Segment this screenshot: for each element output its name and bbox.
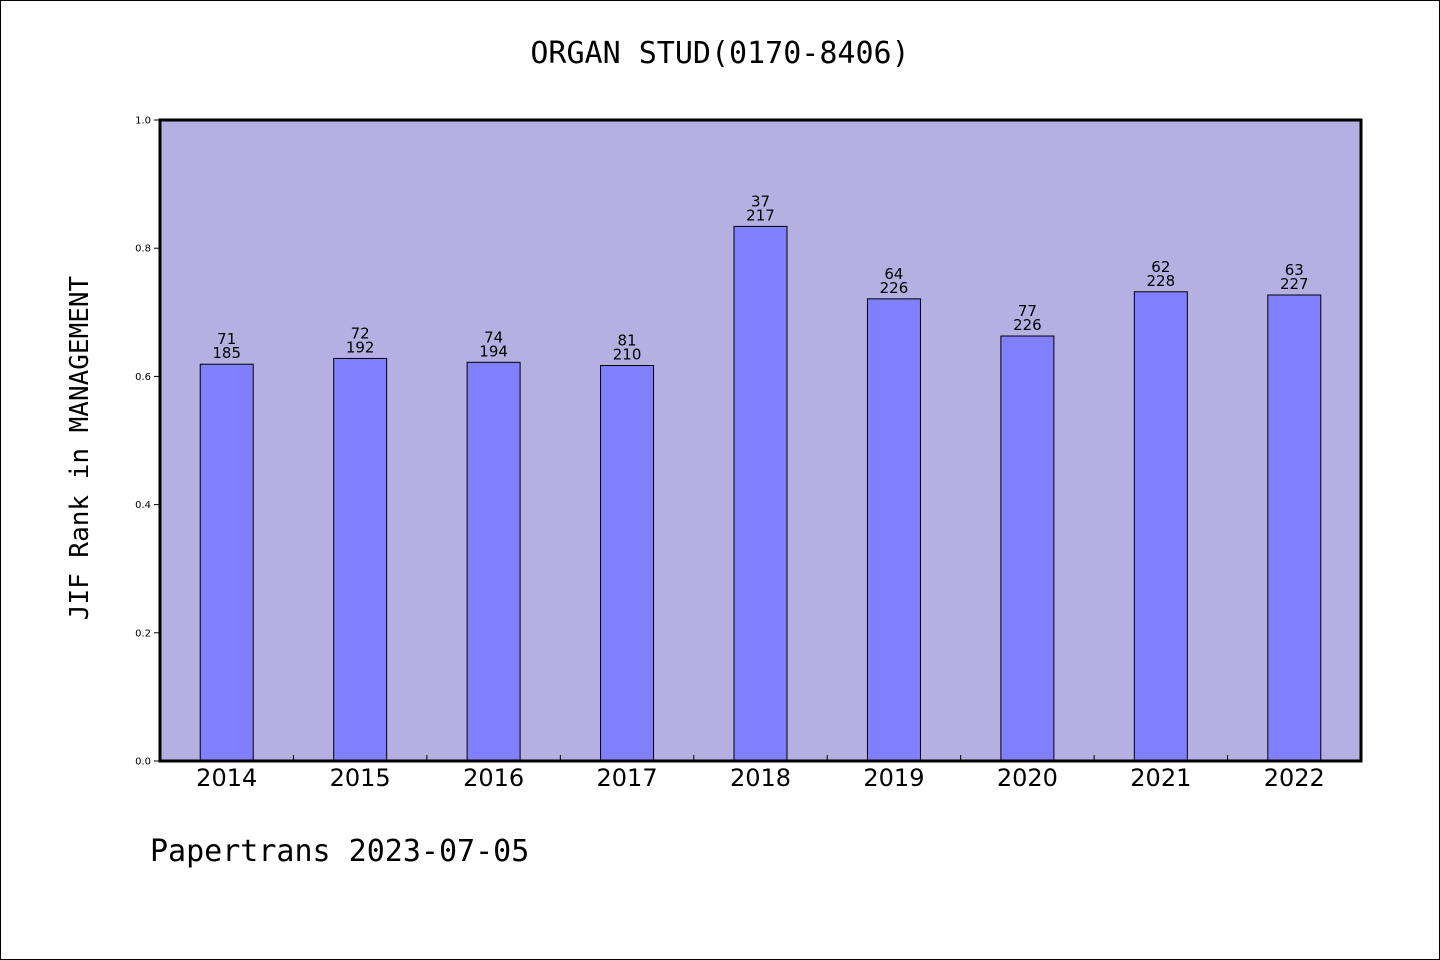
y-axis: 0.0 0.2 0.4 0.6 0.8 1.0 [135, 116, 160, 768]
chart-title: ORGAN STUD(0170-8406) [530, 36, 910, 71]
bar [1133, 291, 1188, 762]
bar-labels: 7118572192741948121037217642267722662228… [212, 192, 1308, 363]
source-footer: Papertrans 2023-07-05 [150, 834, 530, 869]
bar-rank-label: 81 [618, 332, 637, 350]
bar-total-label: 192 [346, 338, 375, 356]
x-tick-label: 2022 [1264, 764, 1325, 792]
bar [733, 225, 788, 762]
bar-rank-label: 72 [351, 324, 370, 342]
bars [199, 225, 1322, 762]
bar [600, 365, 655, 762]
plot-border [158, 118, 1363, 763]
bar [1000, 335, 1055, 762]
bar-total-label: 194 [479, 342, 508, 360]
y-tick-label: 0.0 [135, 757, 151, 768]
x-axis: 2014 2015 2016 2017 2018 2019 2020 2021 2022 [196, 755, 1325, 792]
bar-rank-label: 77 [1018, 302, 1037, 320]
bar-rank-label: 71 [217, 330, 236, 348]
x-tick-label: 2014 [196, 764, 257, 792]
bar [199, 363, 254, 762]
x-tick-label: 2019 [863, 764, 924, 792]
x-tick-label: 2021 [1130, 764, 1191, 792]
bar [333, 357, 388, 762]
bar-total-label: 185 [212, 344, 241, 362]
bar-total-label: 226 [1013, 316, 1042, 334]
y-tick-label: 0.4 [135, 500, 151, 511]
x-tick-label: 2016 [463, 764, 524, 792]
x-tick-label: 2020 [997, 764, 1058, 792]
bar [866, 298, 921, 762]
bar [1267, 294, 1322, 762]
bar-rank-label: 64 [884, 265, 903, 283]
y-tick-label: 1.0 [135, 116, 151, 127]
bar-rank-label: 63 [1285, 261, 1304, 279]
bar-total-label: 228 [1147, 272, 1176, 290]
y-tick-label: 0.6 [135, 372, 151, 383]
bar-total-label: 227 [1280, 275, 1309, 293]
x-tick-label: 2015 [330, 764, 391, 792]
bar-total-label: 217 [746, 206, 775, 224]
bar [466, 361, 521, 762]
bar-rank-label: 37 [751, 192, 770, 210]
bar-rank-label: 74 [484, 328, 503, 346]
x-tick-label: 2018 [730, 764, 791, 792]
y-tick-label: 0.8 [135, 244, 151, 255]
x-tick-label: 2017 [597, 764, 658, 792]
bar-total-label: 210 [613, 346, 642, 364]
bar-total-label: 226 [880, 279, 909, 297]
bar-rank-label: 62 [1151, 258, 1170, 276]
y-tick-label: 0.2 [135, 628, 151, 639]
